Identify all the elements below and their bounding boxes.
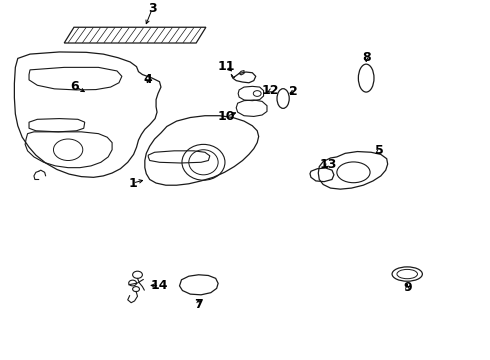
Text: 10: 10 (218, 110, 235, 123)
Text: 4: 4 (144, 73, 152, 86)
Text: 2: 2 (290, 85, 298, 98)
Text: 8: 8 (362, 51, 370, 64)
Text: 13: 13 (319, 158, 337, 171)
Text: 14: 14 (151, 279, 168, 292)
Text: 5: 5 (375, 144, 384, 157)
Text: 9: 9 (403, 281, 412, 294)
Text: 6: 6 (71, 80, 79, 93)
Text: 7: 7 (194, 298, 203, 311)
Text: 1: 1 (128, 176, 137, 190)
Text: 11: 11 (218, 60, 235, 73)
Text: 3: 3 (148, 3, 156, 15)
Text: 12: 12 (262, 84, 279, 97)
